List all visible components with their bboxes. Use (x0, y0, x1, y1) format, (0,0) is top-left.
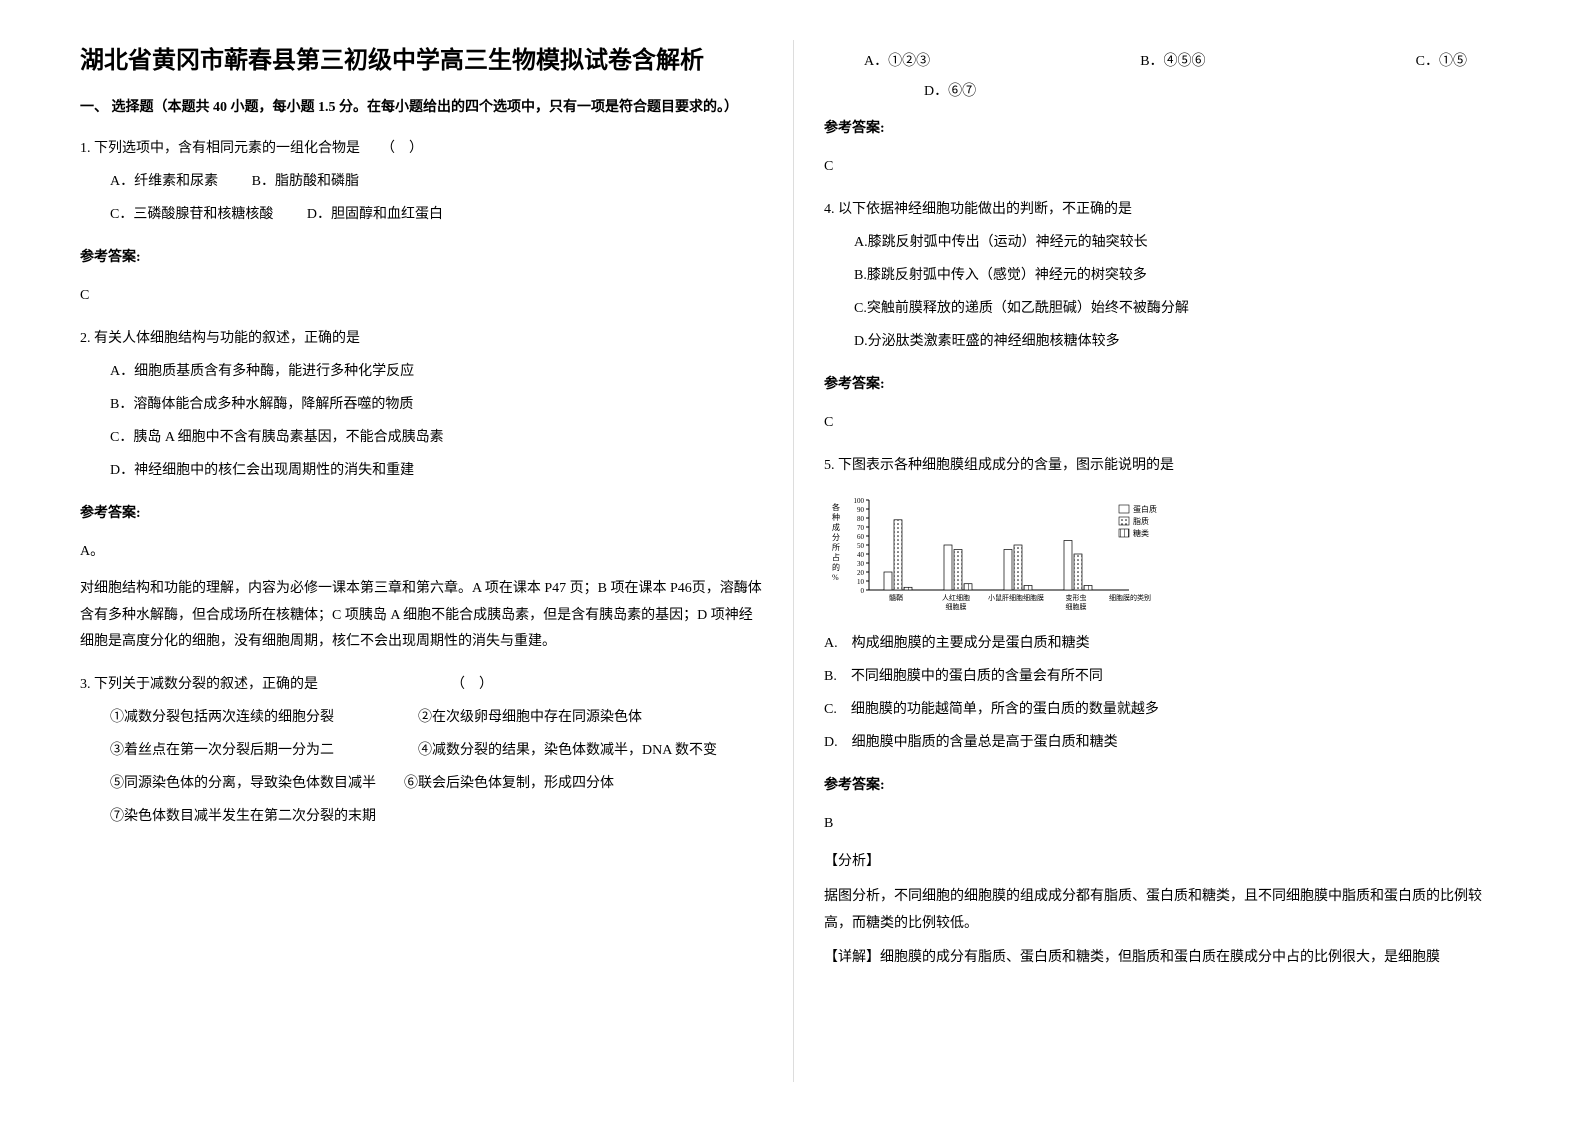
svg-text:种: 种 (832, 512, 840, 522)
q5-ans-label: 参考答案: (824, 772, 1507, 800)
q2-opt-a: A．细胞质基质含有多种酶，能进行多种化学反应 (80, 358, 763, 386)
q3-opt-b: B．④⑤⑥ (1140, 50, 1205, 70)
q5-detail: 【详解】细胞膜的成分有脂质、蛋白质和糖类，但脂质和蛋白质在膜成分中占的比例很大，… (824, 945, 1507, 972)
svg-text:的: 的 (832, 562, 840, 572)
svg-text:80: 80 (857, 515, 865, 523)
svg-text:0: 0 (861, 587, 865, 595)
q2-opt-b: B．溶酶体能合成多种水解酶，降解所吞噬的物质 (80, 391, 763, 419)
q3-opt-c: C．①⑤ (1416, 50, 1467, 70)
q1-opt-c: C．三磷酸腺苷和核糖核酸 (110, 201, 273, 229)
svg-text:糖类: 糖类 (1133, 528, 1149, 538)
q5-stem: 5. 下图表示各种细胞膜组成成分的含量，图示能说明的是 (824, 452, 1507, 480)
q5-chart: 各种成分所占的%0102030405060708090100髓鞘人红细胞细胞膜小… (824, 490, 1507, 620)
svg-text:20: 20 (857, 569, 865, 577)
svg-text:30: 30 (857, 560, 865, 568)
q1-ans-label: 参考答案: (80, 244, 763, 272)
q1-opt-b: B．脂肪酸和磷脂 (252, 168, 359, 196)
svg-text:小鼠肝细胞细胞膜: 小鼠肝细胞细胞膜 (988, 593, 1044, 602)
svg-text:40: 40 (857, 551, 865, 559)
q1-opt-a: A．纤维素和尿素 (110, 168, 218, 196)
svg-text:100: 100 (854, 497, 865, 505)
q3-line2: ③着丝点在第一次分裂后期一分为二 ④减数分裂的结果，染色体数减半，DNA 数不变 (80, 737, 763, 765)
svg-text:细胞膜的类别: 细胞膜的类别 (1109, 593, 1151, 602)
svg-text:髓鞘: 髓鞘 (889, 593, 903, 602)
page-title: 湖北省黄冈市蕲春县第三初级中学高三生物模拟试卷含解析 (80, 40, 763, 75)
q2-ans: A。 (80, 538, 763, 566)
svg-text:细胞膜: 细胞膜 (1066, 602, 1087, 611)
svg-text:90: 90 (857, 506, 865, 514)
svg-text:各: 各 (832, 502, 840, 512)
svg-text:蛋白质: 蛋白质 (1133, 504, 1157, 514)
q5-opt-b: B. 不同细胞膜中的蛋白质的含量会有所不同 (824, 663, 1507, 691)
svg-text:10: 10 (857, 578, 865, 586)
q1-opts-cd: C．三磷酸腺苷和核糖核酸 D．胆固醇和血红蛋白 (80, 201, 763, 229)
svg-text:所: 所 (832, 542, 840, 552)
svg-text:变形虫: 变形虫 (1066, 593, 1087, 602)
q3-ans: C (824, 153, 1507, 181)
q5-detail-title: 【详解】 (824, 950, 880, 965)
q4-opt-d: D.分泌肽类激素旺盛的神经细胞核糖体较多 (824, 328, 1507, 356)
q5-opt-c: C. 细胞膜的功能越简单，所含的蛋白质的数量就越多 (824, 696, 1507, 724)
q5-detail-text: 细胞膜的成分有脂质、蛋白质和糖类，但脂质和蛋白质在膜成分中占的比例很大，是细胞膜 (880, 950, 1440, 965)
q2-opt-d: D．神经细胞中的核仁会出现周期性的消失和重建 (80, 457, 763, 485)
q3-choices-row1: A．①②③ B．④⑤⑥ C．①⑤ (864, 50, 1467, 70)
svg-text:%: % (832, 573, 839, 582)
q1-opt-d: D．胆固醇和血红蛋白 (307, 201, 443, 229)
q4-opt-a: A.膝跳反射弧中传出（运动）神经元的轴突较长 (824, 229, 1507, 257)
svg-text:成: 成 (832, 522, 840, 532)
svg-text:占: 占 (832, 552, 840, 562)
svg-text:脂质: 脂质 (1133, 516, 1149, 526)
svg-text:50: 50 (857, 542, 865, 550)
q3-choices-row2: D．⑥⑦ (824, 80, 1507, 100)
q2-ans-label: 参考答案: (80, 500, 763, 528)
svg-text:60: 60 (857, 533, 865, 541)
q1-ans: C (80, 282, 763, 310)
q1-opts-ab: A．纤维素和尿素 B．脂肪酸和磷脂 (80, 168, 763, 196)
svg-text:70: 70 (857, 524, 865, 532)
q4-ans-label: 参考答案: (824, 371, 1507, 399)
q2-opt-c: C．胰岛 A 细胞中不含有胰岛素基因，不能合成胰岛素 (80, 424, 763, 452)
q2-stem: 2. 有关人体细胞结构与功能的叙述，正确的是 (80, 325, 763, 353)
q3-line1: ①减数分裂包括两次连续的细胞分裂 ②在次级卵母细胞中存在同源染色体 (80, 704, 763, 732)
q4-opt-c: C.突触前膜释放的递质（如乙酰胆碱）始终不被酶分解 (824, 295, 1507, 323)
q4-stem: 4. 以下依据神经细胞功能做出的判断，不正确的是 (824, 196, 1507, 224)
svg-text:分: 分 (832, 533, 840, 542)
svg-text:细胞膜: 细胞膜 (946, 602, 967, 611)
q1-stem: 1. 下列选项中，含有相同元素的一组化合物是 （ ） (80, 135, 763, 163)
q5-ans: B (824, 810, 1507, 838)
q4-opt-b: B.膝跳反射弧中传入（感觉）神经元的树突较多 (824, 262, 1507, 290)
q5-analysis-title: 【分析】 (824, 848, 1507, 876)
q3-line4: ⑦染色体数目减半发生在第二次分裂的末期 (80, 803, 763, 831)
section-heading: 一、 选择题（本题共 40 小题，每小题 1.5 分。在每小题给出的四个选项中，… (80, 95, 763, 120)
svg-text:人红细胞: 人红细胞 (942, 593, 970, 602)
q3-line3: ⑤同源染色体的分离，导致染色体数目减半 ⑥联会后染色体复制，形成四分体 (80, 770, 763, 798)
q3-stem: 3. 下列关于减数分裂的叙述，正确的是 （ ） (80, 671, 763, 699)
q3-ans-label: 参考答案: (824, 115, 1507, 143)
q5-analysis-text: 据图分析，不同细胞的细胞膜的组成成分都有脂质、蛋白质和糖类，且不同细胞膜中脂质和… (824, 884, 1507, 937)
q3-opt-d: D．⑥⑦ (924, 84, 976, 99)
q4-ans: C (824, 409, 1507, 437)
q5-opt-d: D. 细胞膜中脂质的含量总是高于蛋白质和糖类 (824, 729, 1507, 757)
q5-opt-a: A. 构成细胞膜的主要成分是蛋白质和糖类 (824, 630, 1507, 658)
q2-explain: 对细胞结构和功能的理解，内容为必修一课本第三章和第六章。A 项在课本 P47 页… (80, 576, 763, 656)
q3-opt-a: A．①②③ (864, 50, 930, 70)
